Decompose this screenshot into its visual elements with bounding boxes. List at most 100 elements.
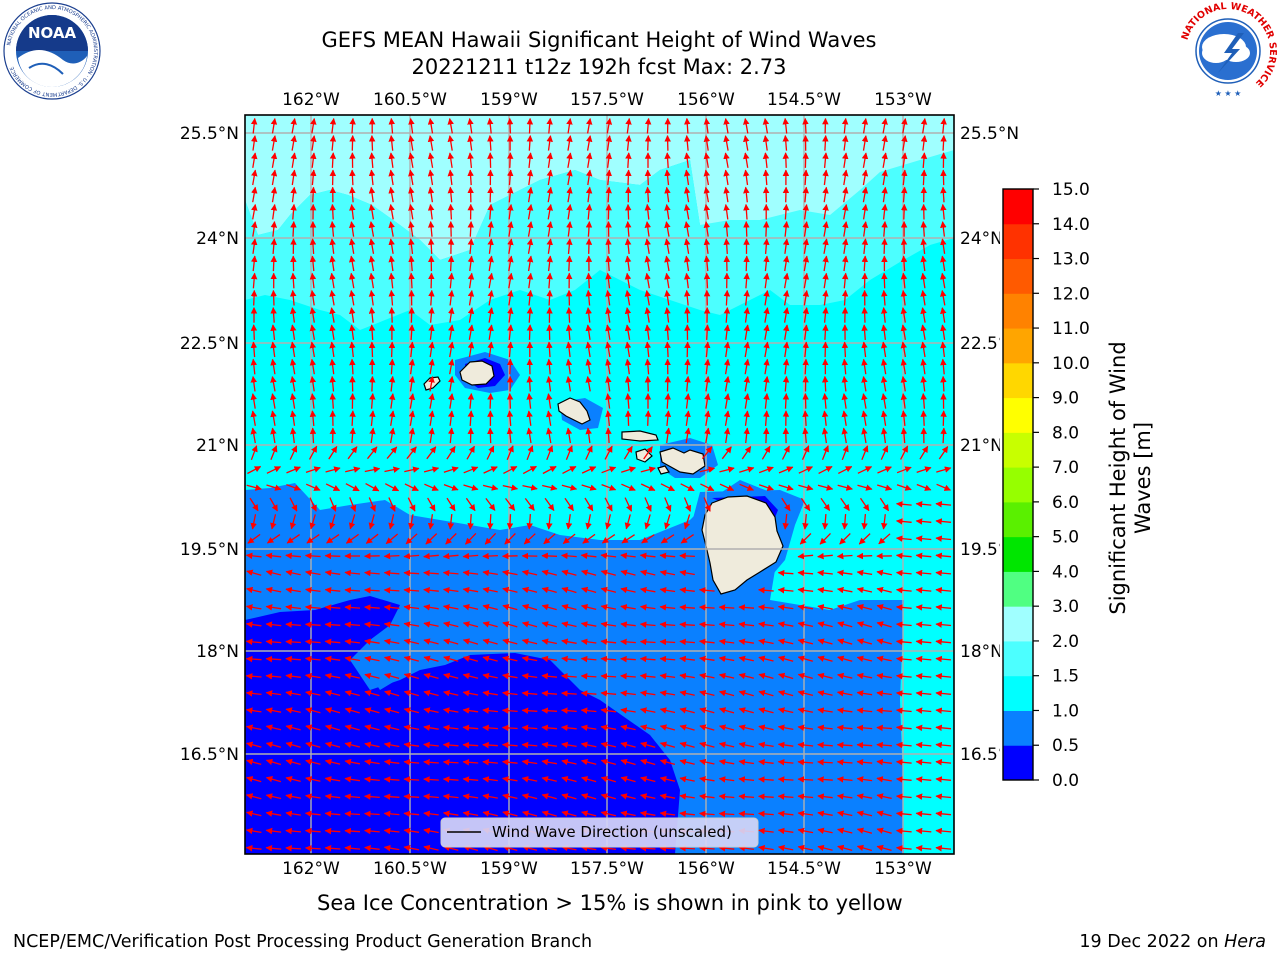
wind-wave-arrow xyxy=(265,604,282,611)
wind-wave-arrow xyxy=(290,169,297,186)
wind-wave-arrow xyxy=(309,186,317,203)
wind-wave-arrow xyxy=(940,427,947,444)
wind-wave-arrow xyxy=(526,427,533,444)
wind-wave-arrow xyxy=(940,221,947,237)
wind-wave-arrow xyxy=(428,375,435,392)
wind-wave-arrow xyxy=(406,446,417,460)
wind-wave-arrow xyxy=(403,552,420,560)
wind-wave-arrow xyxy=(265,569,282,576)
wind-wave-arrow xyxy=(349,186,356,203)
wind-wave-arrow xyxy=(388,393,396,409)
wind-wave-arrow xyxy=(723,221,730,237)
wind-wave-arrow xyxy=(426,446,437,460)
chart-subtitle: 20221211 t12z 192h fcst Max: 2.73 xyxy=(411,55,787,79)
wind-wave-arrow xyxy=(304,552,321,560)
wind-wave-arrow xyxy=(446,497,456,512)
wind-wave-arrow xyxy=(842,169,849,186)
wind-wave-arrow xyxy=(368,135,376,151)
wind-wave-arrow xyxy=(920,272,927,289)
colorbar-segment xyxy=(1003,467,1033,503)
wind-wave-arrow xyxy=(605,272,612,289)
wind-wave-arrow xyxy=(802,255,810,272)
wind-wave-arrow xyxy=(664,238,671,254)
wind-wave-arrow xyxy=(289,410,297,426)
wind-wave-arrow xyxy=(250,135,258,151)
wind-wave-arrow xyxy=(467,272,475,289)
wind-wave-arrow xyxy=(777,569,794,577)
wind-wave-arrow xyxy=(605,393,612,409)
lon-label: 154.5°W xyxy=(767,859,841,879)
wind-wave-arrow xyxy=(250,255,258,272)
wind-wave-arrow xyxy=(546,221,553,237)
wind-wave-arrow xyxy=(802,238,810,254)
wind-wave-arrow xyxy=(861,410,868,426)
wind-wave-arrow xyxy=(270,169,278,186)
wind-wave-arrow xyxy=(308,445,318,460)
wind-wave-arrow xyxy=(383,569,400,577)
wind-wave-arrow xyxy=(345,533,359,544)
wind-wave-arrow xyxy=(644,497,652,512)
wind-wave-arrow xyxy=(329,203,336,220)
wind-wave-arrow xyxy=(940,117,947,134)
wind-wave-arrow xyxy=(324,604,341,611)
wind-wave-arrow xyxy=(544,497,555,512)
wind-wave-arrow xyxy=(797,586,814,594)
wind-wave-arrow xyxy=(427,186,435,203)
wind-wave-arrow xyxy=(487,341,494,358)
wind-wave-arrow xyxy=(624,307,632,323)
wind-wave-arrow xyxy=(920,135,928,151)
wind-wave-arrow xyxy=(703,186,711,203)
wind-wave-arrow xyxy=(349,410,356,426)
wind-wave-arrow xyxy=(920,324,927,340)
wind-wave-arrow xyxy=(881,221,888,237)
wind-wave-arrow xyxy=(270,445,278,460)
wind-wave-arrow xyxy=(940,135,947,151)
wind-wave-arrow xyxy=(684,427,691,444)
wind-wave-arrow xyxy=(329,393,336,409)
wind-wave-arrow xyxy=(487,289,494,306)
wind-wave-arrow xyxy=(561,484,578,491)
wind-wave-arrow xyxy=(428,358,435,375)
wind-wave-arrow xyxy=(285,586,301,594)
wind-wave-arrow xyxy=(703,169,711,186)
wind-wave-arrow xyxy=(349,324,356,340)
wind-wave-arrow xyxy=(462,569,479,577)
wind-wave-arrow xyxy=(935,535,952,542)
wind-wave-arrow xyxy=(309,238,317,254)
wind-wave-arrow xyxy=(743,289,750,306)
wind-wave-arrow xyxy=(403,604,420,611)
wind-wave-arrow xyxy=(309,307,317,323)
lon-label: 157.5°W xyxy=(570,90,644,110)
wind-wave-arrow xyxy=(427,497,436,512)
wind-wave-arrow xyxy=(782,255,790,272)
wind-wave-arrow xyxy=(250,272,258,289)
wind-wave-arrow xyxy=(487,307,494,323)
wind-wave-arrow xyxy=(719,466,735,473)
wind-wave-arrow xyxy=(625,117,632,134)
wind-wave-arrow xyxy=(526,186,534,203)
wind-wave-arrow xyxy=(644,410,652,426)
wind-wave-arrow xyxy=(624,497,633,512)
wind-wave-arrow xyxy=(762,186,770,203)
wind-wave-arrow xyxy=(861,514,868,530)
wind-wave-arrow xyxy=(289,393,297,409)
wind-wave-arrow xyxy=(463,484,479,491)
wind-wave-arrow xyxy=(270,393,277,409)
noaa-logo-text: NOAA xyxy=(28,24,77,42)
colorbar-tick-label: 0.0 xyxy=(1052,771,1079,791)
wind-wave-arrow xyxy=(920,117,928,134)
wind-wave-arrow xyxy=(822,255,829,272)
wind-wave-arrow xyxy=(565,375,573,392)
wind-wave-arrow xyxy=(309,514,316,530)
footer-machine: Hera xyxy=(1224,932,1266,952)
lat-labels-left: 25.5°N 24°N 22.5°N 21°N 19.5°N 18°N 16.5… xyxy=(180,124,239,765)
wind-wave-arrow xyxy=(482,484,499,491)
wind-wave-arrow xyxy=(841,514,849,530)
wind-wave-arrow xyxy=(251,203,258,220)
wind-wave-arrow xyxy=(641,534,655,544)
wind-wave-arrow xyxy=(408,169,415,186)
wind-wave-arrow xyxy=(861,186,869,203)
wind-wave-arrow xyxy=(822,135,829,151)
wind-wave-arrow xyxy=(546,393,553,409)
wind-wave-arrow xyxy=(743,375,750,392)
